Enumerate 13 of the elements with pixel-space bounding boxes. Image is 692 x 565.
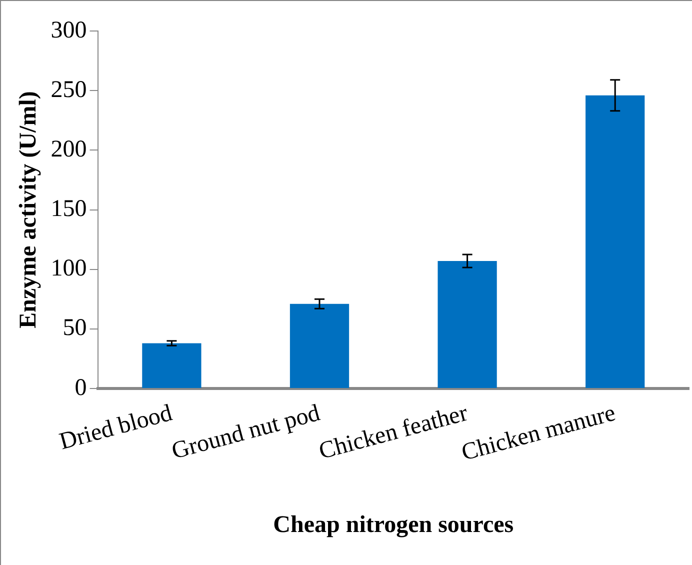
y-tick-label: 50 — [62, 315, 87, 342]
bar — [586, 95, 645, 388]
y-tick-label: 300 — [50, 17, 87, 44]
y-tick-label: 100 — [50, 256, 87, 282]
bar — [438, 260, 497, 388]
x-axis-title: Cheap nitrogen sources — [273, 512, 514, 538]
y-tick-label: 200 — [50, 136, 87, 162]
y-tick-label: 0 — [74, 374, 87, 401]
bar — [142, 343, 202, 388]
y-axis-title: Enzyme activity (U/ml) — [16, 91, 42, 328]
bar — [290, 304, 350, 388]
y-tick-label: 250 — [50, 76, 87, 103]
y-tick-label: 150 — [50, 196, 87, 222]
